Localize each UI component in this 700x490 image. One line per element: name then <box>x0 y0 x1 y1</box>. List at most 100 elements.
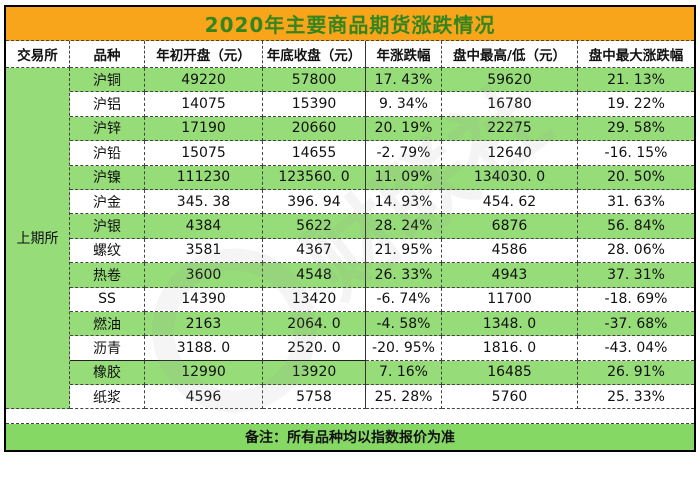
cell-year-change: -20. 95% <box>366 336 442 361</box>
cell-variety: 沪铅 <box>70 141 145 166</box>
cell-close: 13420 <box>263 287 366 312</box>
cell-intraday-extreme: 16485 <box>442 360 578 386</box>
header-close: 年底收盘（元） <box>263 41 366 68</box>
cell-year-change: -6. 74% <box>366 287 442 312</box>
cell-intraday-extreme: 11700 <box>442 287 578 312</box>
table-footer: 备注：所有品种均以指数报价为准 <box>6 424 694 451</box>
cell-open: 3600 <box>145 263 263 288</box>
cell-max-intraday-change: 20. 50% <box>578 165 694 190</box>
cell-variety: 燃油 <box>70 311 145 337</box>
cell-open: 111230 <box>145 165 263 190</box>
footnote-text: 备注：所有品种均以指数报价为准 <box>245 430 455 447</box>
cell-max-intraday-change: -43. 04% <box>578 336 694 361</box>
cell-intraday-extreme: 22275 <box>442 116 578 142</box>
header-open: 年初开盘（元） <box>145 41 263 68</box>
cell-max-intraday-change: -37. 68% <box>578 311 694 337</box>
cell-year-change: -2. 79% <box>366 141 442 166</box>
table-header-row: 交易所 品种 年初开盘（元） 年底收盘（元） 年涨跌幅 盘中最高/低（元） 盘中… <box>6 41 694 68</box>
cell-variety: 橡胶 <box>70 360 145 386</box>
cell-open: 49220 <box>145 68 263 93</box>
cell-close: 20660 <box>263 116 366 142</box>
cell-variety: 沪铝 <box>70 92 145 117</box>
cell-variety: 纸浆 <box>70 385 145 410</box>
cell-open: 15075 <box>145 141 263 166</box>
cell-open: 14075 <box>145 92 263 117</box>
cell-close: 5758 <box>263 385 366 410</box>
cell-max-intraday-change: 29. 58% <box>578 116 694 142</box>
cell-max-intraday-change: 19. 22% <box>578 92 694 117</box>
header-intraday-extreme: 盘中最高/低（元） <box>442 41 578 68</box>
header-exchange: 交易所 <box>6 41 70 68</box>
cell-close: 4367 <box>263 238 366 264</box>
cell-open: 12990 <box>145 360 263 386</box>
cell-open: 17190 <box>145 116 263 142</box>
table-body: 上期所 沪铜 49220 57800 17. 43% 59620 21. 13%… <box>6 68 694 410</box>
cell-intraday-extreme: 12640 <box>442 141 578 166</box>
cell-max-intraday-change: -18. 69% <box>578 287 694 312</box>
cell-intraday-extreme: 4943 <box>442 263 578 288</box>
cell-year-change: 14. 93% <box>366 189 442 215</box>
futures-table-sheet: 财联社 2020年主要商品期货涨跌情况 交易所 品种 年初开盘（元） 年底收盘（… <box>4 5 696 453</box>
cell-variety: SS <box>70 287 145 312</box>
cell-intraday-extreme: 59620 <box>442 68 578 93</box>
cell-year-change: 9. 34% <box>366 92 442 117</box>
futures-table: 2020年主要商品期货涨跌情况 交易所 品种 年初开盘（元） 年底收盘（元） 年… <box>4 5 696 453</box>
cell-intraday-extreme: 16780 <box>442 92 578 117</box>
cell-intraday-extreme: 134030. 0 <box>442 165 578 190</box>
cell-max-intraday-change: -16. 15% <box>578 141 694 166</box>
exchange-merged-cell: 上期所 <box>6 68 70 410</box>
cell-close: 57800 <box>263 68 366 93</box>
cell-year-change: 26. 33% <box>366 263 442 288</box>
cell-intraday-extreme: 1348. 0 <box>442 311 578 337</box>
cell-close: 14655 <box>263 141 366 166</box>
cell-close: 15390 <box>263 92 366 117</box>
cell-max-intraday-change: 37. 31% <box>578 263 694 288</box>
header-max-intraday-change: 盘中最大涨跌幅 <box>578 41 694 68</box>
cell-close: 2064. 0 <box>263 311 366 337</box>
cell-max-intraday-change: 21. 13% <box>578 68 694 93</box>
cell-year-change: 25. 28% <box>366 385 442 410</box>
cell-variety: 沥青 <box>70 336 145 361</box>
cell-year-change: -4. 58% <box>366 311 442 337</box>
cell-year-change: 21. 95% <box>366 238 442 264</box>
cell-year-change: 28. 24% <box>366 214 442 239</box>
cell-open: 2163 <box>145 311 263 337</box>
cell-open: 4596 <box>145 385 263 410</box>
cell-variety: 沪锌 <box>70 116 145 142</box>
cell-close: 5622 <box>263 214 366 239</box>
cell-close: 13920 <box>263 360 366 386</box>
table-title: 2020年主要商品期货涨跌情况 <box>204 13 496 37</box>
header-year-change: 年涨跌幅 <box>366 41 442 68</box>
cell-intraday-extreme: 454. 62 <box>442 189 578 215</box>
cell-year-change: 7. 16% <box>366 360 442 386</box>
cell-close: 123560. 0 <box>263 165 366 190</box>
cell-intraday-extreme: 5760 <box>442 385 578 410</box>
table-title-bar: 2020年主要商品期货涨跌情况 <box>6 7 694 41</box>
cell-variety: 热卷 <box>70 263 145 288</box>
cell-variety: 沪金 <box>70 189 145 215</box>
cell-variety: 沪镍 <box>70 165 145 190</box>
cell-intraday-extreme: 4586 <box>442 238 578 264</box>
cell-max-intraday-change: 56. 84% <box>578 214 694 239</box>
cell-year-change: 17. 43% <box>366 68 442 93</box>
cell-close: 396. 94 <box>263 189 366 215</box>
empty-spacer-row <box>6 409 694 425</box>
cell-intraday-extreme: 1816. 0 <box>442 336 578 361</box>
cell-year-change: 20. 19% <box>366 116 442 142</box>
cell-close: 4548 <box>263 263 366 288</box>
cell-close: 2520. 0 <box>263 336 366 361</box>
cell-max-intraday-change: 25. 33% <box>578 385 694 410</box>
cell-open: 3581 <box>145 238 263 264</box>
cell-year-change: 11. 09% <box>366 165 442 190</box>
cell-max-intraday-change: 28. 06% <box>578 238 694 264</box>
cell-variety: 沪银 <box>70 214 145 239</box>
cell-max-intraday-change: 31. 63% <box>578 189 694 215</box>
cell-open: 345. 38 <box>145 189 263 215</box>
cell-max-intraday-change: 26. 91% <box>578 360 694 386</box>
cell-intraday-extreme: 6876 <box>442 214 578 239</box>
cell-variety: 螺纹 <box>70 238 145 264</box>
header-variety: 品种 <box>70 41 145 68</box>
cell-open: 3188. 0 <box>145 336 263 361</box>
cell-open: 4384 <box>145 214 263 239</box>
cell-open: 14390 <box>145 287 263 312</box>
